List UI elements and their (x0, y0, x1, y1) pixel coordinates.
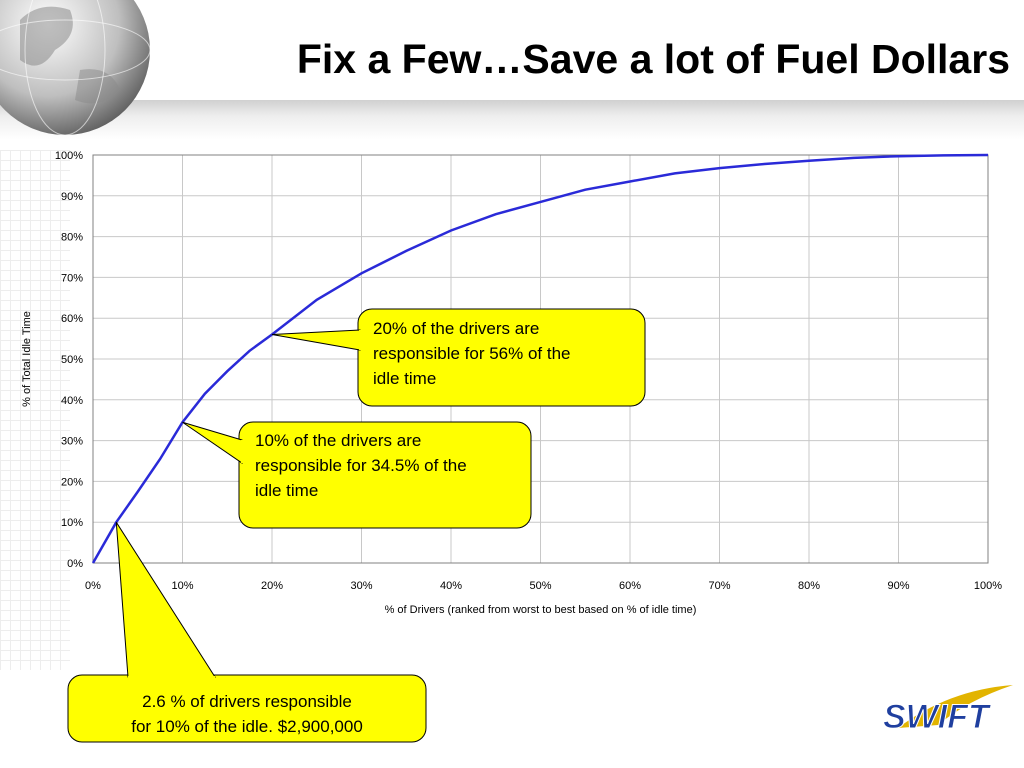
y-tick-label: 70% (61, 272, 83, 284)
callout-text-line: for 10% of the idle. $2,900,000 (131, 717, 363, 736)
x-tick-label: 10% (171, 580, 193, 592)
y-tick-label: 80% (61, 232, 83, 244)
callout-box (67, 674, 427, 743)
y-tick-label: 50% (61, 354, 83, 366)
y-tick-label: 30% (61, 436, 83, 448)
callout-text-line: responsible for 34.5% of the (255, 456, 467, 475)
x-tick-label: 30% (350, 580, 372, 592)
background-pattern (0, 150, 70, 670)
callout-text-line: 20% of the drivers are (373, 319, 539, 338)
y-tick-label: 90% (61, 191, 83, 203)
y-tick-label: 100% (55, 150, 83, 162)
y-tick-label: 10% (61, 517, 83, 529)
logo-swoosh (898, 685, 1013, 728)
x-axis-ticks: 0% 10% 20% 30% 40% 50% 60% 70% 80% 90% 100% (85, 580, 1002, 592)
swift-logo: SWIFT (883, 685, 1013, 737)
y-tick-label: 0% (67, 558, 83, 570)
x-tick-label: 90% (887, 580, 909, 592)
y-tick-label: 60% (61, 313, 83, 325)
callout-box (238, 421, 532, 529)
logo-text: SWIFT (883, 698, 992, 736)
x-tick-label: 100% (974, 580, 1002, 592)
callout-text-line: idle time (255, 481, 318, 500)
y-tick-label: 40% (61, 395, 83, 407)
y-tick-label: 20% (61, 476, 83, 488)
x-tick-label: 20% (261, 580, 283, 592)
callout-text-line: responsible for 56% of the (373, 344, 571, 363)
callout-a26: 2.6 % of drivers responsible for 10% of t… (67, 521, 427, 743)
callout-a20: 20% of the drivers are responsible for 56… (271, 308, 646, 407)
callout-text-line: idle time (373, 369, 436, 388)
y-axis-label: % of Total Idle Time (21, 311, 33, 407)
x-tick-label: 50% (529, 580, 551, 592)
globe-icon (0, 0, 150, 136)
callouts: 20% of the drivers are responsible for 56… (67, 308, 646, 743)
plot-border (92, 154, 989, 564)
callout-text-line: 2.6 % of drivers responsible (142, 692, 352, 711)
callout-text-line: 10% of the drivers are (255, 431, 421, 450)
x-tick-label: 40% (440, 580, 462, 592)
x-tick-label: 60% (619, 580, 641, 592)
x-tick-label: 70% (708, 580, 730, 592)
callout-box (357, 308, 646, 407)
callout-a10: 10% of the drivers are responsible for 34… (182, 421, 532, 529)
y-axis-ticks: 0% 10% 20% 30% 40% 50% 60% 70% 80% 90% 100% (55, 150, 83, 570)
title-underline-bar (0, 100, 1024, 140)
x-axis-label: % of Drivers (ranked from worst to best … (385, 604, 697, 616)
x-tick-label: 80% (798, 580, 820, 592)
x-tick-label: 0% (85, 580, 101, 592)
slide-title: Fix a Few…Save a lot of Fuel Dollars (296, 36, 1010, 82)
